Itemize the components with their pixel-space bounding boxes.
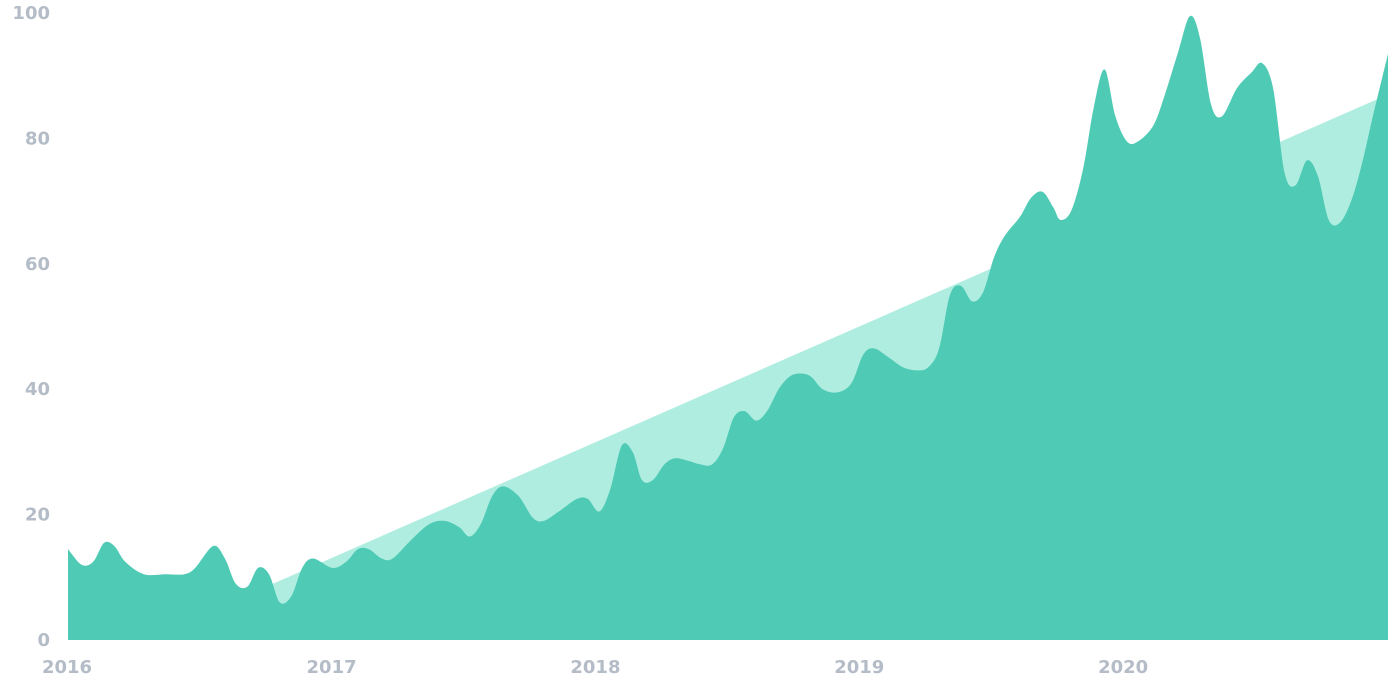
x-axis: 2016 2017 2018 2019 2020 — [42, 657, 1148, 678]
y-tick-label: 60 — [25, 254, 50, 275]
x-tick-label: 2019 — [834, 657, 884, 678]
x-tick-label: 2020 — [1098, 657, 1148, 678]
x-tick-label: 2018 — [570, 657, 620, 678]
y-tick-label: 100 — [12, 3, 50, 24]
x-tick-label: 2017 — [307, 657, 357, 678]
plot-areas — [68, 15, 1389, 641]
x-tick-label: 2016 — [42, 657, 92, 678]
y-axis: 0 20 40 60 80 100 — [12, 3, 50, 651]
y-tick-label: 0 — [37, 630, 50, 651]
y-tick-label: 80 — [25, 128, 50, 149]
y-tick-label: 40 — [25, 379, 50, 400]
observed-area — [68, 15, 1388, 641]
y-tick-label: 20 — [25, 505, 50, 526]
